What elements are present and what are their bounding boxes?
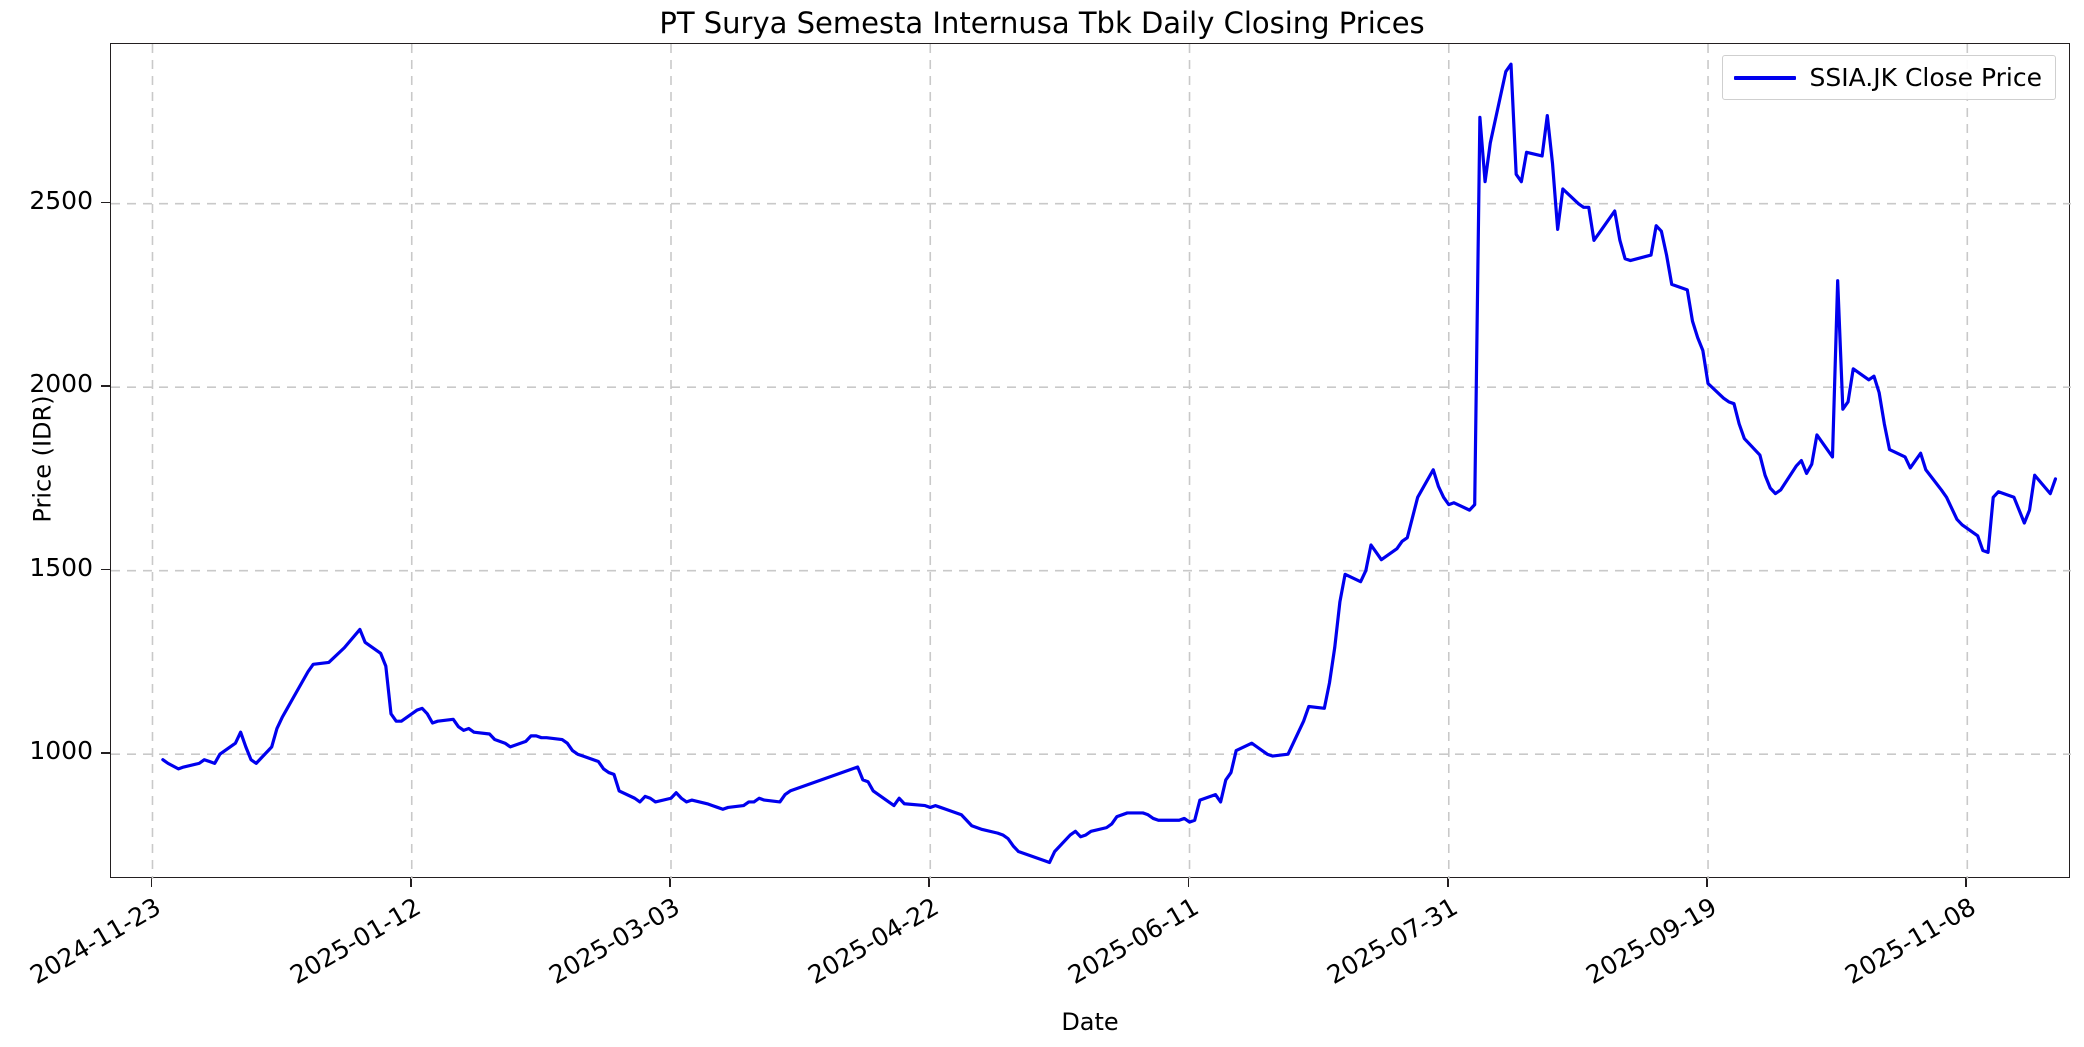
legend-label-ssia: SSIA.JK Close Price (1809, 63, 2042, 92)
y-tick-mark (101, 201, 110, 204)
page-title: PT Surya Semesta Internusa Tbk Daily Clo… (659, 6, 1425, 40)
y-tick-mark (101, 385, 110, 387)
plot-area: SSIA.JK Close Price (110, 43, 2071, 879)
y-tick-label: 1500 (29, 552, 93, 582)
x-axis-label: Date (1061, 1008, 1119, 1036)
x-tick-mark (409, 878, 412, 887)
series-line-0 (161, 62, 2058, 865)
legend[interactable]: SSIA.JK Close Price (1721, 55, 2056, 100)
x-tick-mark (1446, 878, 1449, 887)
line-chart-svg (111, 44, 2071, 879)
y-tick-label: 2500 (29, 185, 93, 215)
x-tick-mark (1187, 878, 1190, 887)
x-tick-mark (1706, 878, 1708, 887)
x-tick-mark (669, 878, 671, 887)
x-tick-mark (150, 878, 153, 887)
y-tick-label: 2000 (29, 369, 93, 399)
x-tick-mark (1965, 878, 1968, 887)
y-tick-mark (101, 752, 110, 754)
legend-swatch-ssia (1733, 75, 1796, 80)
x-tick-mark (928, 878, 931, 887)
series-lines (161, 62, 2058, 865)
y-tick-label: 1000 (29, 736, 93, 766)
grid-lines (111, 44, 2071, 879)
y-tick-mark (101, 568, 110, 571)
